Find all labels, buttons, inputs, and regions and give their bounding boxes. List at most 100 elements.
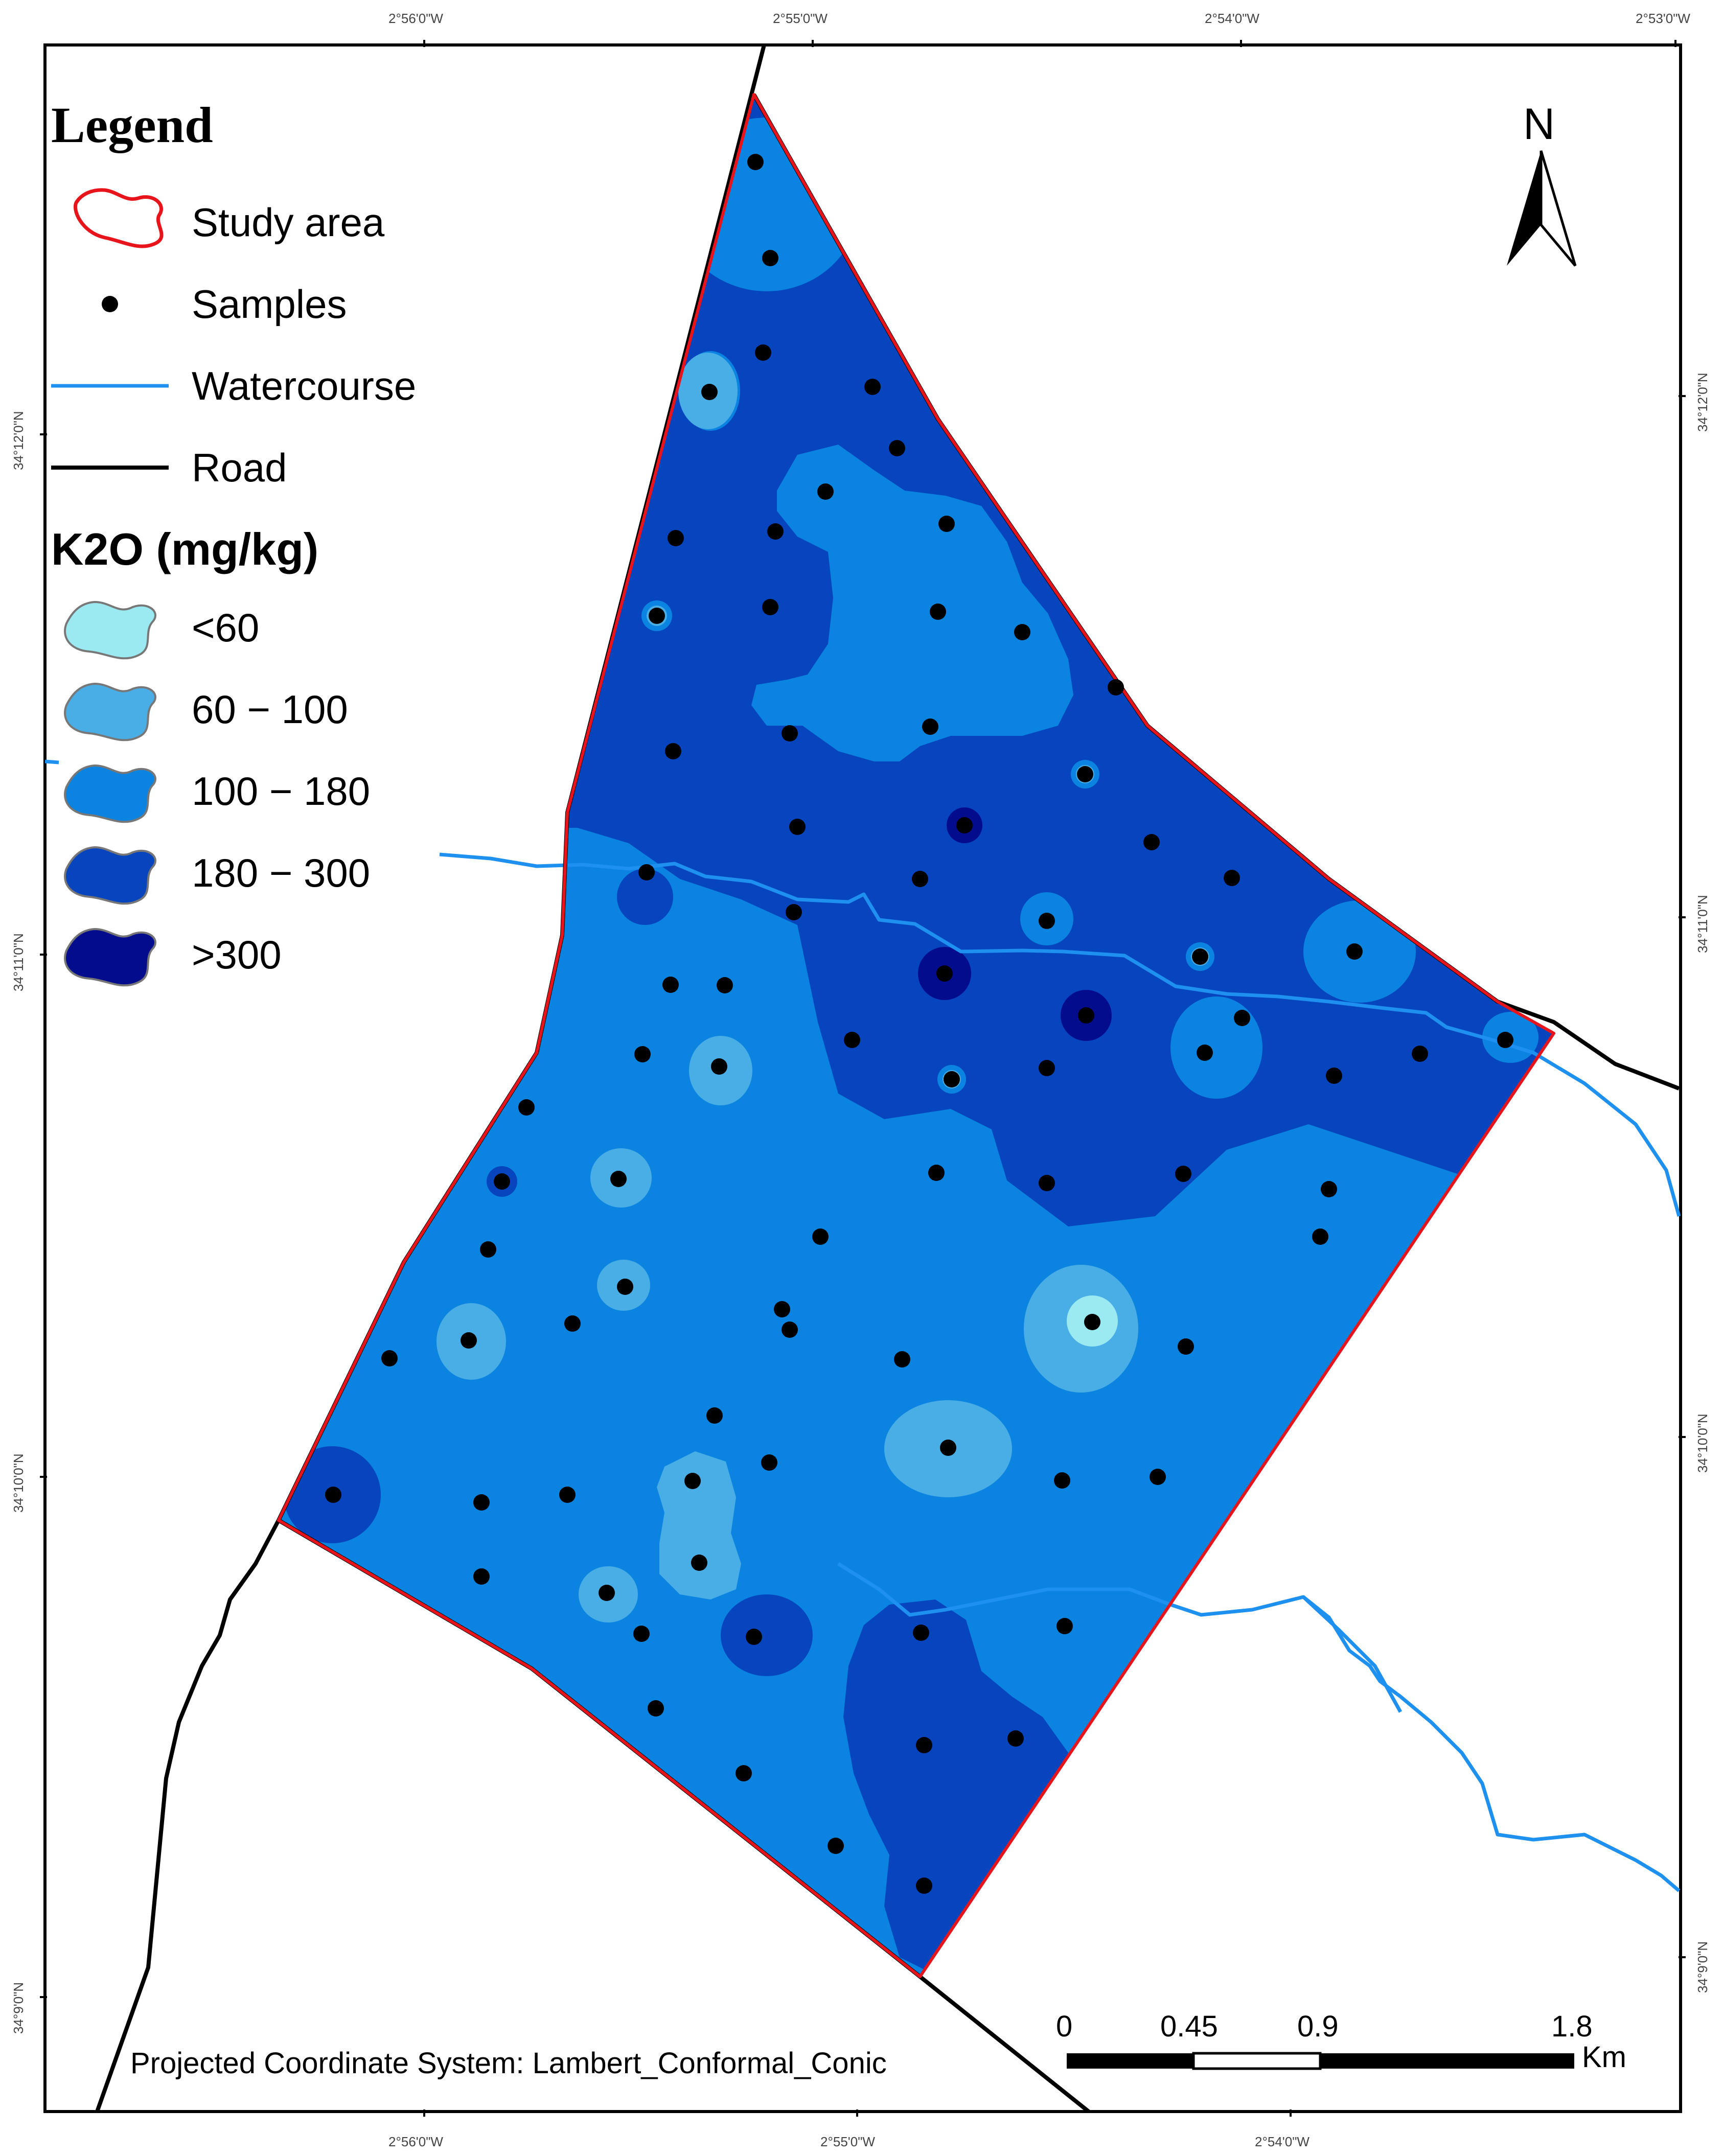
sample-point bbox=[1054, 1472, 1070, 1489]
legend-class-gt300: >300 bbox=[64, 928, 282, 987]
class-100-180-label: 100 − 180 bbox=[192, 769, 370, 814]
coordinate-labels-right: 34°12'0"N 34°11'0"N 34°10'0"N 34°9'0"N bbox=[1695, 373, 1710, 1993]
sample-point bbox=[1175, 1166, 1191, 1182]
sample-point bbox=[956, 817, 973, 833]
zone-180-300-bottom bbox=[843, 1599, 1068, 1973]
coord-left-1: 34°12'0"N bbox=[11, 411, 26, 470]
sample-point bbox=[1143, 834, 1160, 850]
sample-point bbox=[1197, 1045, 1213, 1061]
sample-point bbox=[1150, 1469, 1166, 1485]
sample-point bbox=[662, 977, 679, 993]
scale-label-0: 0 bbox=[1056, 2010, 1072, 2043]
sample-point bbox=[1056, 1618, 1073, 1634]
sample-point bbox=[634, 1046, 651, 1062]
legend: Legend Study area Samples Watercourse Ro… bbox=[51, 97, 416, 987]
sample-point bbox=[1084, 1314, 1100, 1330]
sample-point bbox=[746, 1629, 762, 1645]
north-arrow-right-half bbox=[1540, 150, 1577, 267]
sample-point bbox=[938, 516, 955, 532]
sample-point bbox=[1312, 1228, 1328, 1245]
watercourse-south-branch bbox=[1302, 1595, 1403, 1713]
sample-point bbox=[473, 1568, 490, 1585]
samples bbox=[325, 154, 1513, 1894]
sample-point bbox=[944, 1071, 960, 1087]
legend-class-100-180: 100 − 180 bbox=[64, 764, 370, 823]
legend-samples-label: Samples bbox=[192, 282, 347, 327]
coordinate-labels-left: 34°12'0"N 34°11'0"N 34°10'0"N 34°9'0"N bbox=[11, 411, 26, 2034]
sample-point bbox=[1321, 1181, 1337, 1197]
coord-top-1: 2°56'0"W bbox=[388, 11, 443, 26]
sample-point bbox=[936, 965, 953, 982]
sample-point bbox=[1039, 1175, 1055, 1191]
sample-point bbox=[736, 1765, 752, 1781]
sample-point bbox=[559, 1487, 576, 1503]
sample-point bbox=[922, 718, 938, 735]
coord-left-4: 34°9'0"N bbox=[11, 1982, 26, 2034]
sample-point bbox=[1192, 948, 1208, 965]
sample-point bbox=[817, 483, 834, 500]
scale-label-09: 0.9 bbox=[1297, 2010, 1339, 2043]
coord-right-2: 34°11'0"N bbox=[1695, 895, 1710, 953]
legend-watercourse-label: Watercourse bbox=[192, 363, 416, 408]
sample-point bbox=[1014, 624, 1030, 640]
zone-180-300-south bbox=[721, 1594, 813, 1676]
legend-title: Legend bbox=[51, 97, 213, 153]
watercourse-south bbox=[837, 1562, 1681, 1892]
sample-point bbox=[684, 1473, 701, 1489]
sample-point bbox=[381, 1350, 398, 1366]
sample-point bbox=[665, 743, 681, 759]
sample-point bbox=[1039, 913, 1055, 929]
projection-text: Projected Coordinate System: Lambert_Con… bbox=[130, 2047, 887, 2080]
zone-100-180-east2 bbox=[1170, 996, 1262, 1099]
sample-point bbox=[930, 604, 946, 620]
sample-point bbox=[774, 1301, 790, 1317]
sample-point bbox=[940, 1440, 956, 1456]
class-60-100-swatch bbox=[64, 682, 156, 741]
sample-point bbox=[747, 154, 764, 170]
sample-point bbox=[706, 1407, 723, 1424]
scale-seg-2 bbox=[1192, 2052, 1322, 2070]
coord-bottom-3: 2°54'0"W bbox=[1255, 2134, 1310, 2149]
coord-left-2: 34°11'0"N bbox=[11, 933, 26, 991]
sample-point bbox=[461, 1332, 477, 1349]
zone-60-100-h bbox=[657, 1451, 741, 1599]
scale-seg-3 bbox=[1320, 2053, 1574, 2069]
coord-right-4: 34°9'0"N bbox=[1695, 1941, 1710, 1993]
north-arrow-left-half bbox=[1507, 151, 1541, 266]
sample-point bbox=[325, 1487, 341, 1503]
sample-point bbox=[786, 904, 802, 920]
sample-point bbox=[928, 1165, 945, 1181]
class-180-300-swatch bbox=[64, 846, 156, 905]
coord-bottom-1: 2°56'0"W bbox=[388, 2134, 443, 2149]
sample-point bbox=[812, 1228, 829, 1245]
north-arrow: N bbox=[1507, 100, 1577, 267]
legend-class-180-300: 180 − 300 bbox=[64, 846, 370, 905]
sample-point bbox=[864, 379, 881, 395]
coord-right-1: 34°12'0"N bbox=[1695, 373, 1710, 432]
sample-point bbox=[1039, 1060, 1055, 1076]
sample-point bbox=[761, 1454, 777, 1471]
sample-point bbox=[1007, 1730, 1024, 1747]
legend-class-60-100: 60 − 100 bbox=[64, 682, 348, 741]
sample-point bbox=[789, 819, 806, 835]
sample-point bbox=[1178, 1338, 1194, 1355]
zone-180-300-west bbox=[617, 869, 673, 925]
sample-point bbox=[889, 440, 905, 456]
coord-right-3: 34°10'0"N bbox=[1695, 1413, 1710, 1473]
class-60-100-label: 60 − 100 bbox=[192, 687, 348, 732]
sample-point bbox=[473, 1494, 490, 1511]
sample-point bbox=[762, 599, 778, 615]
north-label: N bbox=[1523, 100, 1555, 149]
class-lt60-label: <60 bbox=[192, 605, 259, 650]
scale-label-045: 0.45 bbox=[1160, 2010, 1218, 2043]
study-area-outline bbox=[277, 93, 1555, 1978]
road-southwest bbox=[95, 1519, 281, 2113]
sample-point bbox=[782, 1322, 798, 1338]
study-area-legend-icon bbox=[74, 188, 164, 248]
scale-bar: 0 0.45 0.9 1.8 Km bbox=[1056, 2010, 1626, 2074]
class-lt60-swatch bbox=[64, 600, 156, 660]
sample-point bbox=[916, 1737, 932, 1753]
sample-point bbox=[638, 864, 655, 880]
scale-seg-1 bbox=[1067, 2053, 1193, 2069]
